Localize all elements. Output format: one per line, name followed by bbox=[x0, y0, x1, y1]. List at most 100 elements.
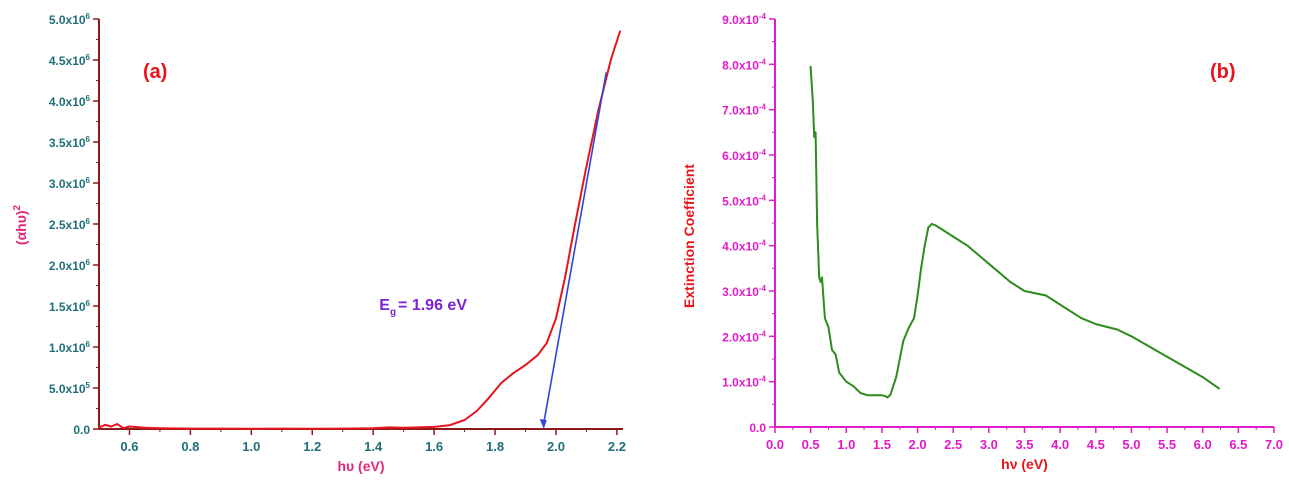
x-tick-label: 1.8 bbox=[486, 439, 504, 454]
x-axis-title: hν (eV) bbox=[1001, 456, 1048, 472]
data-point bbox=[387, 426, 390, 429]
x-tick-label: 1.5 bbox=[873, 437, 891, 452]
data-point bbox=[1218, 387, 1220, 390]
data-point bbox=[104, 424, 106, 426]
data-point bbox=[916, 294, 919, 297]
data-point bbox=[988, 262, 990, 265]
data-point bbox=[866, 394, 869, 397]
panel-label: (a) bbox=[143, 61, 167, 83]
data-point bbox=[881, 394, 883, 397]
data-point bbox=[884, 395, 887, 398]
data-point bbox=[418, 426, 420, 429]
data-point bbox=[852, 385, 855, 388]
extrapolation-line bbox=[543, 72, 608, 424]
x-tick-label: 0.6 bbox=[120, 439, 138, 454]
y-tick-label: 4.0x10-4 bbox=[722, 239, 766, 254]
y-axis-title: Extinction Coefficient bbox=[681, 164, 697, 308]
band-gap-annotation: Eg = 1.96 eV bbox=[379, 297, 467, 318]
y-tick-label: 5.0x106 bbox=[49, 12, 91, 27]
data-point bbox=[609, 59, 612, 61]
y-tick-label: 1.5x106 bbox=[49, 299, 91, 314]
x-tick-label: 1.6 bbox=[425, 439, 443, 454]
x-tick-label: 2.0 bbox=[909, 437, 927, 452]
x-tick-label: 1.0 bbox=[837, 437, 855, 452]
data-point bbox=[1023, 290, 1026, 292]
data-point bbox=[824, 317, 826, 320]
data-point bbox=[159, 427, 161, 430]
data-point bbox=[920, 267, 922, 270]
y-tick-label: 8.0x10-4 bbox=[722, 57, 766, 72]
y-tick-label: 5.0x10-4 bbox=[722, 193, 766, 208]
data-point bbox=[809, 65, 812, 68]
data-point bbox=[838, 371, 841, 374]
data-point bbox=[895, 376, 898, 378]
y-tick-label: 0.0 bbox=[749, 421, 766, 435]
x-tick-label: 3.0 bbox=[980, 437, 998, 452]
data-point bbox=[250, 427, 253, 430]
y-tick-label: 1.0x106 bbox=[49, 340, 91, 355]
data-point bbox=[220, 427, 222, 430]
y-tick-label: 0.0 bbox=[73, 423, 90, 437]
data-point bbox=[818, 276, 821, 279]
data-point bbox=[923, 244, 926, 247]
data-point bbox=[110, 425, 113, 428]
data-point bbox=[889, 393, 892, 396]
data-point bbox=[1166, 355, 1168, 358]
data-point bbox=[834, 353, 837, 356]
data-point bbox=[475, 410, 478, 412]
data-point bbox=[1045, 294, 1047, 297]
data-point bbox=[448, 424, 451, 427]
x-tick-label: 5.5 bbox=[1158, 437, 1176, 452]
data-point bbox=[1080, 317, 1083, 320]
y-tick-label: 4.0x106 bbox=[49, 94, 91, 109]
y-tick-label: 3.0x106 bbox=[49, 176, 91, 191]
data-point bbox=[402, 426, 405, 429]
data-point bbox=[341, 427, 344, 430]
data-point bbox=[372, 427, 375, 430]
data-point bbox=[573, 227, 576, 230]
x-tick-label: 5.0 bbox=[1122, 437, 1140, 452]
data-point bbox=[814, 131, 817, 134]
data-point bbox=[1130, 335, 1133, 338]
data-point bbox=[545, 342, 548, 344]
data-point bbox=[913, 317, 915, 320]
data-point bbox=[819, 281, 822, 283]
data-point bbox=[128, 425, 131, 428]
data-point bbox=[816, 222, 818, 224]
arrow-head bbox=[539, 419, 547, 429]
data-point bbox=[934, 224, 937, 227]
panel-a: 0.6 0.8 1.0 1.2 1.4 1.6 1.8 2.0 2.2 0.0 5.0x105 1.0… bbox=[12, 12, 626, 474]
y-tick-label: 2.0x10-4 bbox=[722, 329, 766, 344]
x-tick-label: 0.8 bbox=[181, 439, 199, 454]
y-tick-label: 3.5x106 bbox=[49, 135, 91, 150]
x-tick-label: 0.0 bbox=[766, 437, 784, 452]
data-point bbox=[311, 427, 314, 430]
data-point bbox=[1059, 303, 1061, 306]
data-point bbox=[463, 419, 466, 421]
data-point bbox=[116, 423, 119, 425]
y-tick-label: 9.0x10-4 bbox=[722, 12, 766, 27]
data-point bbox=[524, 364, 527, 366]
data-point bbox=[813, 136, 816, 138]
data-point bbox=[1094, 323, 1097, 325]
data-point bbox=[966, 244, 969, 247]
data-point bbox=[512, 372, 515, 375]
data-point bbox=[1116, 328, 1119, 331]
data-point bbox=[873, 394, 876, 397]
series-line bbox=[98, 30, 621, 430]
x-tick-label: 0.5 bbox=[802, 437, 820, 452]
data-point bbox=[908, 326, 910, 329]
x-tick-label: 6.0 bbox=[1194, 437, 1212, 452]
data-point bbox=[952, 235, 955, 238]
x-tick-label: 4.0 bbox=[1051, 437, 1069, 452]
y-tick-label: 2.5x106 bbox=[49, 217, 91, 232]
y-tick-label: 1.0x10-4 bbox=[722, 375, 766, 390]
data-point bbox=[433, 426, 435, 428]
panel-label: (b) bbox=[1210, 61, 1236, 83]
y-tick-label: 4.5x106 bbox=[49, 53, 91, 68]
data-point bbox=[821, 276, 823, 279]
x-tick-label: 2.0 bbox=[547, 439, 565, 454]
x-tick-label: 7.0 bbox=[1265, 437, 1283, 452]
data-point bbox=[555, 317, 557, 320]
